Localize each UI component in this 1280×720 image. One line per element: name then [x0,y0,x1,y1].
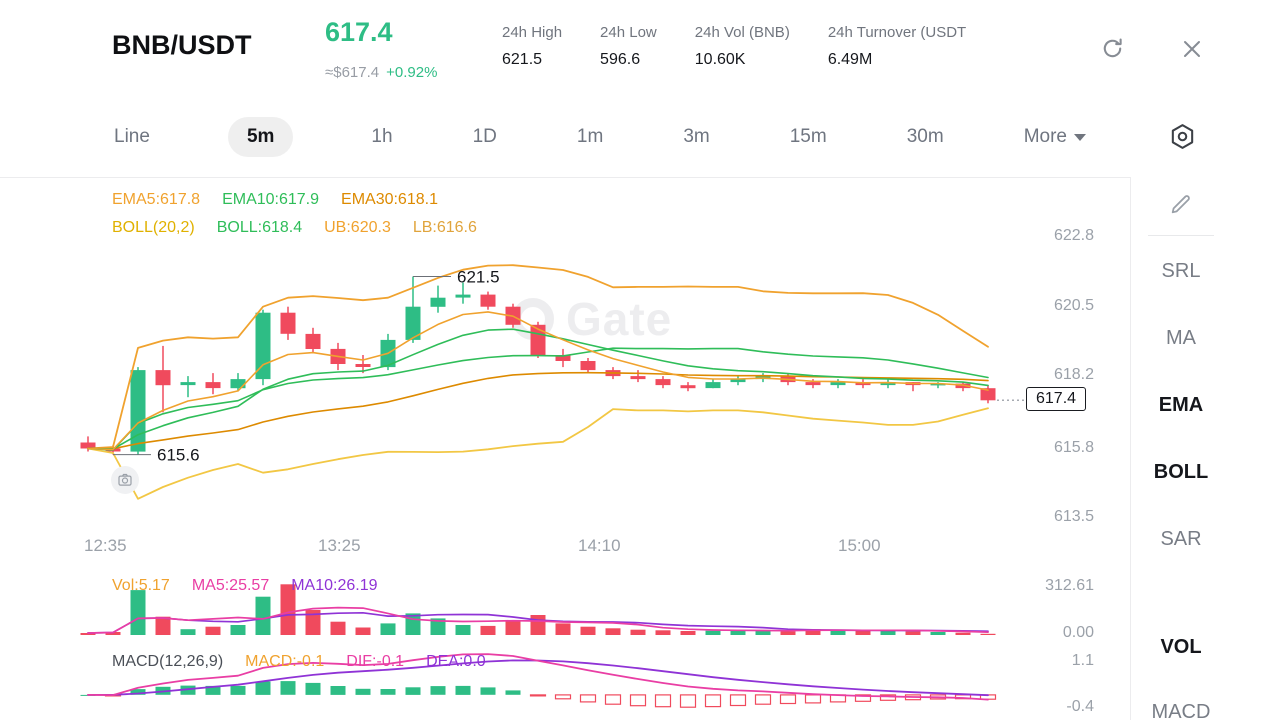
macd-indicator-row: MACD(12,26,9) MACD:-0.1 DIF:-0.1 DEA:0.0 [112,653,486,671]
last-price-tag: 617.4 [1026,387,1087,412]
svg-text:621.5: 621.5 [457,268,500,287]
svg-text:615.6: 615.6 [157,446,200,465]
ema-indicator-label: EMA5:617.8 [112,191,201,208]
price-change-pct: +0.92% [386,64,438,81]
sidebar-item-vol[interactable]: VOL [1131,635,1231,659]
tab-1d[interactable]: 1D [471,118,499,156]
stat-label: 24h Low [600,24,657,41]
sidebar-item-ema[interactable]: EMA [1131,393,1231,417]
vol-axis-tick: 0.00 [1062,624,1094,641]
ema-indicator-label: EMA30:618.1 [341,191,438,208]
boll-indicator-label: LB:616.6 [412,219,477,236]
candlestick-chart[interactable]: 621.5 615.6 [78,183,1130,533]
sidebar-item-ma[interactable]: MA [1131,326,1231,350]
stat-label: 24h Turnover (USDT [827,24,967,41]
ema-indicator-label: EMA10:617.9 [222,191,320,208]
watermark-text: Gate [566,293,673,345]
stat-label: 24h High [502,24,563,41]
market-stat: 24h Turnover (USDT 6.49M [828,24,966,69]
market-stat: 24h Vol (BNB) 10.60K [695,24,790,69]
close-icon[interactable] [1180,37,1204,61]
ema-indicator-row: EMA5:617.8 EMA10:617.9 EMA30:618.1 [112,191,438,209]
volume-chart[interactable] [78,572,1130,646]
vol-indicator-row: Vol:5.17 MA5:25.57 MA10:26.19 [112,577,378,595]
macd-axis-tick: -0.4 [1066,698,1094,715]
boll-indicator-row: BOLL(20,2) BOLL:618.4 UB:620.3 LB:616.6 [112,219,477,237]
boll-indicator-label: UB:620.3 [324,219,391,236]
macd-indicator-label: DIF:-0.1 [346,653,405,670]
tab-1h[interactable]: 1h [369,118,394,156]
vol-indicator-label: MA5:25.57 [191,577,270,594]
sidebar-item-boll[interactable]: BOLL [1131,460,1231,484]
stat-value: 6.49M [827,51,873,68]
time-axis-tick: 14:10 [578,536,621,555]
stat-label: 24h Vol (BNB) [694,24,790,41]
macd-indicator-label: MACD(12,26,9) [112,653,224,670]
stat-value: 596.6 [600,51,641,68]
macd-chart[interactable] [78,648,1130,720]
tab-3m[interactable]: 3m [681,118,711,156]
sidebar-item-sar[interactable]: SAR [1131,527,1231,551]
price-subline: ≈$617.4 +0.92% [325,64,437,81]
stat-value: 621.5 [502,51,543,68]
vol-axis-tick: 312.61 [1045,577,1094,594]
price-axis-tick: 613.5 [1053,507,1094,525]
chart-settings-gear-icon[interactable] [1168,122,1197,151]
camera-share-icon[interactable] [111,466,139,494]
time-axis-tick: 15:00 [838,536,881,555]
market-stat: 24h High 621.5 [502,24,562,69]
vol-indicator-label: Vol:5.17 [112,577,170,594]
market-stat: 24h Low 596.6 [600,24,657,69]
price-axis-tick: 622.8 [1053,227,1094,245]
market-stats: 24h High 621.5 24h Low 596.6 24h Vol (BNB) 10… [502,24,966,69]
sidebar-item-macd[interactable]: MACD [1131,700,1231,720]
refresh-icon[interactable] [1100,36,1125,61]
vol-indicator-label: MA10:26.19 [291,577,378,594]
chevron-down-icon [1074,133,1086,141]
tab-1m[interactable]: 1m [575,118,605,156]
sidebar-item-srl[interactable]: SRL [1131,259,1231,283]
boll-indicator-label: BOLL:618.4 [216,219,303,236]
tab-15m[interactable]: 15m [788,118,829,156]
edit-indicators-pencil-icon[interactable] [1168,192,1193,217]
indicator-sidebar: SRL MA EMA BOLL SAR VOL MACD [1130,177,1280,720]
stat-value: 10.60K [694,51,746,68]
fiat-price: ≈$617.4 [325,64,380,81]
price-axis-tick: 618.2 [1053,366,1094,384]
last-price: 617.4 [325,17,393,47]
boll-indicator-label: BOLL(20,2) [112,219,195,236]
price-axis-tick: 615.8 [1053,438,1094,456]
divider [0,177,1130,178]
price-axis-tick: 620.5 [1053,296,1094,314]
tab-30m[interactable]: 30m [905,118,946,156]
more-dropdown[interactable]: More [1022,118,1088,156]
macd-indicator-label: MACD:-0.1 [245,653,325,670]
macd-axis-tick: 1.1 [1071,652,1094,669]
pair-title: BNB/USDT [112,30,252,60]
tab-5m[interactable]: 5m [227,117,294,157]
time-axis-tick: 13:25 [318,536,361,555]
sidebar-divider [1148,235,1214,236]
timeframe-tabs: Line 5m 1h 1D 1m 3m 15m 30m More [112,111,1088,163]
tab-line[interactable]: Line [112,118,152,156]
macd-indicator-label: DEA:0.0 [426,653,486,670]
time-axis-tick: 12:35 [84,536,127,555]
